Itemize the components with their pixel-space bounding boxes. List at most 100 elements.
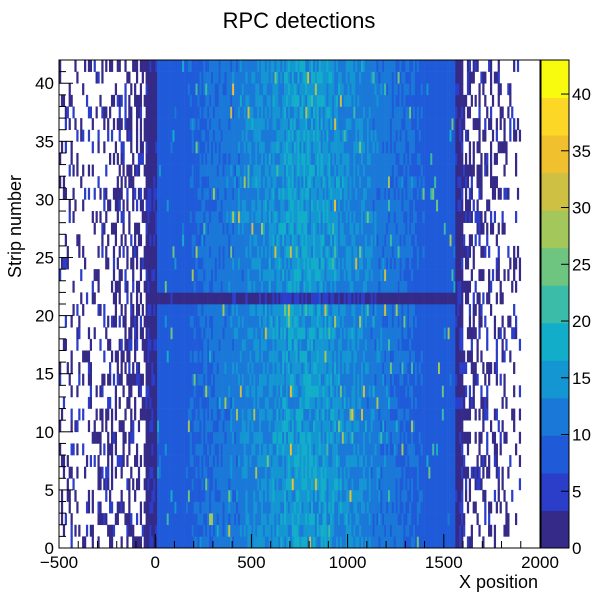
heatmap-cell xyxy=(339,385,343,398)
heatmap-cell xyxy=(264,362,268,375)
heatmap-cell xyxy=(209,443,212,456)
heatmap-cell xyxy=(187,315,191,328)
heatmap-cell xyxy=(262,385,266,398)
heatmap-cell xyxy=(268,489,271,502)
heatmap-cell xyxy=(316,385,320,398)
heatmap-cell xyxy=(355,443,358,456)
heatmap-cell xyxy=(351,338,354,351)
heatmap-cell xyxy=(441,304,445,316)
heatmap-cell xyxy=(187,327,191,340)
heatmap-cell xyxy=(105,245,108,258)
heatmap-cell xyxy=(109,338,112,351)
heatmap-cell xyxy=(463,396,466,409)
heatmap-cell xyxy=(438,489,441,502)
heatmap-cell xyxy=(264,431,268,444)
heatmap-cell xyxy=(351,385,354,398)
heatmap-cell xyxy=(110,350,114,363)
heatmap-cell xyxy=(220,338,223,351)
heatmap-cell xyxy=(355,408,358,421)
heatmap-cell xyxy=(145,350,148,363)
heatmap-cell xyxy=(232,338,235,351)
heatmap-cell xyxy=(303,443,306,456)
heatmap-cell xyxy=(295,350,298,363)
heatmap-cell xyxy=(401,304,404,316)
heatmap-cell xyxy=(461,501,464,514)
heatmap-cell xyxy=(293,304,296,316)
heatmap-cell xyxy=(191,257,194,270)
heatmap-cell xyxy=(157,408,160,421)
heatmap-cell xyxy=(482,269,485,282)
heatmap-cell xyxy=(391,292,395,305)
heatmap-cell xyxy=(337,420,341,433)
heatmap-cell xyxy=(382,257,385,270)
heatmap-cell xyxy=(378,478,381,491)
heatmap-cell xyxy=(174,245,177,258)
heatmap-cell xyxy=(289,315,293,328)
heatmap-cell xyxy=(312,292,316,305)
heatmap-cell xyxy=(372,338,375,351)
heatmap-cell xyxy=(172,269,175,282)
heatmap-cell xyxy=(389,304,393,316)
heatmap-cell xyxy=(187,234,191,247)
heatmap-cell xyxy=(72,443,75,456)
heatmap-cell xyxy=(409,478,412,491)
heatmap-cell xyxy=(457,443,460,456)
heatmap-cell xyxy=(291,373,295,386)
heatmap-cell xyxy=(241,489,244,502)
heatmap-cell xyxy=(268,455,271,467)
heatmap-cell xyxy=(322,245,325,258)
heatmap-cell xyxy=(339,269,343,282)
heatmap-cell xyxy=(270,489,273,502)
heatmap-cell xyxy=(282,327,285,340)
heatmap-cell xyxy=(403,373,406,386)
heatmap-cell xyxy=(191,524,194,537)
heatmap-cell xyxy=(187,257,191,270)
heatmap-cell xyxy=(262,536,266,549)
heatmap-cell xyxy=(405,373,408,386)
heatmap-cell xyxy=(314,315,318,328)
heatmap-cell xyxy=(347,257,350,270)
heatmap-cell xyxy=(316,315,320,328)
heatmap-cell xyxy=(391,420,395,433)
heatmap-cell xyxy=(162,420,166,433)
heatmap-cell xyxy=(230,362,233,375)
heatmap-cell xyxy=(318,513,321,526)
heatmap-cell xyxy=(357,304,360,316)
heatmap-cell xyxy=(391,245,395,258)
heatmap-cell xyxy=(60,257,64,270)
heatmap-cell xyxy=(291,338,295,351)
heatmap-cell xyxy=(224,257,227,270)
heatmap-cell xyxy=(128,338,131,351)
heatmap-cell xyxy=(364,443,368,456)
heatmap-cell xyxy=(287,501,291,514)
heatmap-cell xyxy=(214,269,218,282)
heatmap-cell xyxy=(293,408,296,421)
heatmap-cell xyxy=(222,408,225,421)
heatmap-cell xyxy=(187,304,191,316)
heatmap-cell xyxy=(189,292,193,305)
heatmap-cell xyxy=(457,408,460,421)
heatmap-cell xyxy=(361,408,364,421)
heatmap-cell xyxy=(120,455,123,467)
heatmap-cell xyxy=(114,292,118,305)
heatmap-cell xyxy=(114,443,118,456)
heatmap-cell xyxy=(328,466,331,479)
heatmap-cell xyxy=(114,315,118,328)
heatmap-cell xyxy=(330,513,333,526)
heatmap-cell xyxy=(193,396,196,409)
heatmap-cell xyxy=(432,304,435,316)
heatmap-cell xyxy=(174,443,177,456)
heatmap-cell xyxy=(293,420,296,433)
heatmap-cell xyxy=(370,269,373,282)
heatmap-cell xyxy=(309,315,312,328)
heatmap-cell xyxy=(284,362,287,375)
heatmap-cell xyxy=(451,245,454,258)
heatmap-cell xyxy=(401,338,404,351)
heatmap-cell xyxy=(211,280,214,293)
heatmap-cell xyxy=(322,373,325,386)
heatmap-cell xyxy=(160,420,164,433)
heatmap-cell xyxy=(224,478,227,491)
heatmap-cell xyxy=(185,536,189,549)
heatmap-cell xyxy=(266,338,270,351)
heatmap-cell xyxy=(495,350,498,363)
